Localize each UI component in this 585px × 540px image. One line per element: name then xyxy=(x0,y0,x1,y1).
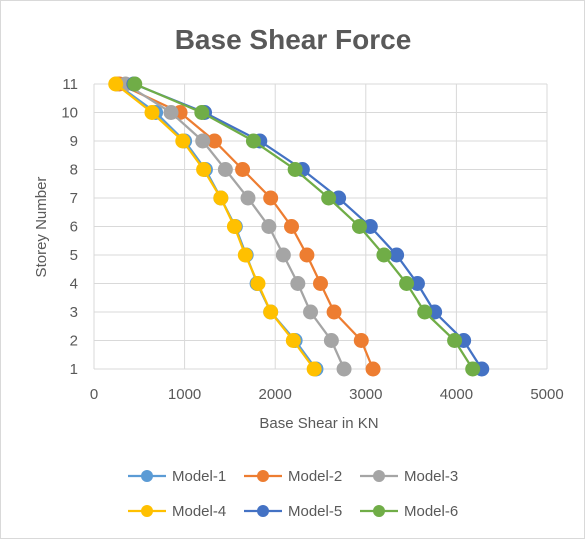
data-point xyxy=(263,190,279,206)
legend-marker xyxy=(141,470,153,482)
x-tick-label: 1000 xyxy=(168,386,201,403)
y-tick-label: 1 xyxy=(70,361,78,378)
y-tick-label: 8 xyxy=(70,162,78,179)
data-point xyxy=(175,133,191,149)
data-point xyxy=(194,105,210,120)
data-point xyxy=(240,190,256,206)
chart-title: Base Shear Force xyxy=(175,24,412,55)
legend-marker xyxy=(257,505,269,517)
data-point xyxy=(108,76,124,92)
legend-marker xyxy=(373,505,385,517)
legend-label: Model-1 xyxy=(172,468,226,485)
y-tick-label: 5 xyxy=(70,247,78,264)
data-point xyxy=(195,133,211,149)
data-point xyxy=(321,190,337,206)
data-point xyxy=(261,219,277,234)
data-point xyxy=(250,276,266,291)
data-point xyxy=(285,333,301,348)
legend-marker xyxy=(257,470,269,482)
series-lines xyxy=(108,76,490,377)
legend-item-model-2: Model-2 xyxy=(244,468,342,485)
legend-label: Model-2 xyxy=(288,468,342,485)
data-point xyxy=(365,361,381,377)
data-point xyxy=(235,162,251,177)
y-axis-label: Storey Number xyxy=(33,177,50,278)
y-axis-ticks: 1 2 3 4 5 6 7 8 9 10 11 xyxy=(61,76,78,378)
y-tick-label: 10 xyxy=(61,105,78,122)
series-model-3 xyxy=(118,76,352,377)
legend-item-model-5: Model-5 xyxy=(244,503,342,520)
legend: Model-1 Model-2 Model-3 Model-4 Model-5 Model… xyxy=(128,468,458,520)
data-point xyxy=(163,105,179,120)
data-point xyxy=(389,247,405,263)
data-point xyxy=(245,133,261,149)
y-tick-label: 7 xyxy=(70,190,78,207)
series-model-4 xyxy=(108,76,322,377)
y-tick-label: 2 xyxy=(70,333,78,350)
x-tick-label: 0 xyxy=(90,386,98,403)
data-point xyxy=(263,304,279,320)
data-point xyxy=(336,361,352,377)
y-tick-label: 6 xyxy=(70,219,78,236)
data-point xyxy=(275,247,291,263)
x-tick-label: 2000 xyxy=(259,386,292,403)
x-tick-label: 3000 xyxy=(349,386,382,403)
legend-marker xyxy=(141,505,153,517)
y-tick-label: 4 xyxy=(70,276,78,293)
data-point xyxy=(447,333,463,348)
legend-item-model-6: Model-6 xyxy=(360,503,458,520)
data-point xyxy=(127,76,143,92)
data-point xyxy=(290,276,306,291)
data-point xyxy=(299,247,315,263)
legend-label: Model-6 xyxy=(404,503,458,520)
x-axis-ticks: 0 1000 2000 3000 4000 5000 xyxy=(90,386,564,403)
legend-label: Model-4 xyxy=(172,503,226,520)
legend-label: Model-5 xyxy=(288,503,342,520)
data-point xyxy=(303,304,319,320)
data-point xyxy=(326,304,342,320)
data-point xyxy=(417,304,433,320)
data-point xyxy=(213,190,229,206)
data-point xyxy=(376,247,392,263)
legend-item-model-3: Model-3 xyxy=(360,468,458,485)
data-point xyxy=(353,333,369,348)
x-axis-label: Base Shear in KN xyxy=(259,415,378,432)
legend-marker xyxy=(373,470,385,482)
y-tick-label: 3 xyxy=(70,304,78,321)
data-point xyxy=(237,247,253,263)
data-point xyxy=(226,219,242,234)
data-point xyxy=(323,333,339,348)
legend-item-model-4: Model-4 xyxy=(128,503,226,520)
x-tick-label: 4000 xyxy=(440,386,473,403)
data-point xyxy=(399,276,415,291)
data-point xyxy=(313,276,328,291)
x-tick-label: 5000 xyxy=(530,386,563,403)
data-point xyxy=(287,162,303,177)
data-point xyxy=(351,219,367,234)
y-tick-label: 11 xyxy=(62,76,78,93)
data-point xyxy=(217,162,233,177)
data-point xyxy=(196,162,212,177)
data-point xyxy=(284,219,300,234)
data-point xyxy=(144,105,160,120)
legend-item-model-1: Model-1 xyxy=(128,468,226,485)
legend-label: Model-3 xyxy=(404,468,458,485)
series-model-6 xyxy=(127,76,481,377)
y-tick-label: 9 xyxy=(70,133,78,150)
data-point xyxy=(465,361,481,377)
data-point xyxy=(306,361,322,377)
